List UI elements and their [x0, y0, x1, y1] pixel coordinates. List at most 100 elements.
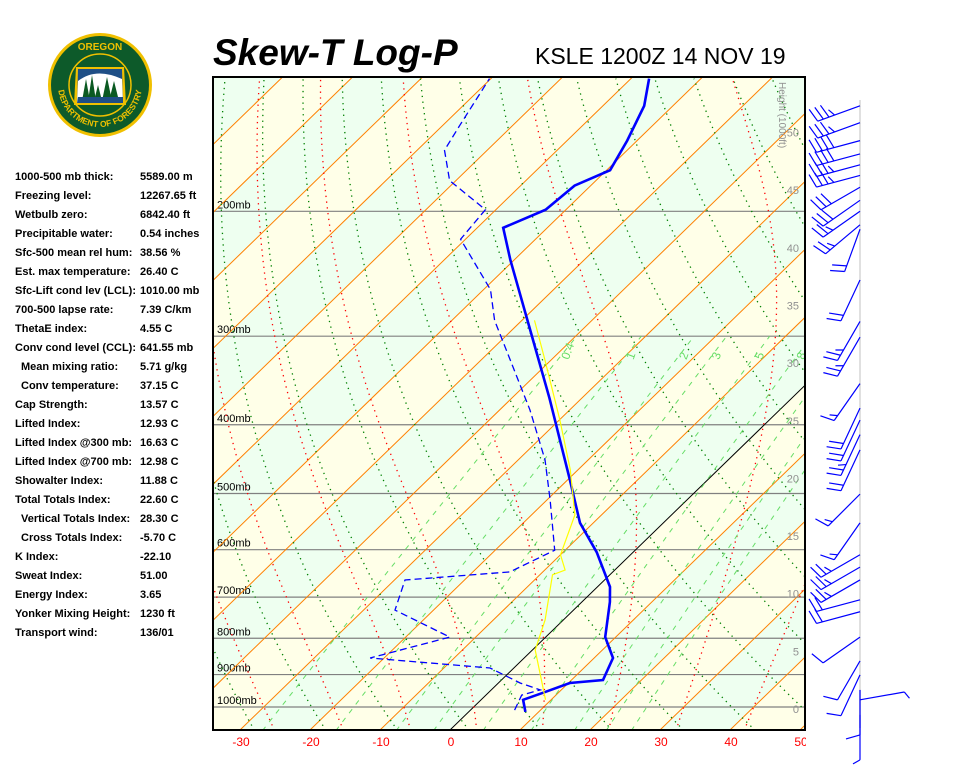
- stat-row: Conv cond level (CCL): 641.55 mb: [15, 339, 199, 358]
- stat-value: 37.15 C: [140, 380, 179, 392]
- stat-row: Cap Strength: 13.57 C: [15, 396, 199, 415]
- wind-barb-feather: [808, 109, 819, 122]
- wind-barb-feather: [819, 121, 830, 135]
- isotherm-line: [659, 588, 805, 730]
- background-band: [0, 67, 153, 731]
- isobar-label: 200mb: [217, 199, 251, 211]
- stat-row: Lifted Index: 12.93 C: [15, 415, 199, 434]
- height-tick-label: 5: [793, 646, 799, 658]
- stat-value: 1010.00 mb: [140, 285, 200, 297]
- mixing-ratio-line: [631, 468, 805, 730]
- wind-barb-shaft: [817, 122, 861, 139]
- wind-barb-feather: [827, 176, 835, 183]
- dry-adiabat-line: [889, 79, 960, 731]
- wind-barb: [815, 493, 861, 527]
- wind-barb-shaft: [859, 691, 905, 701]
- wind-barb-feather: [814, 107, 824, 120]
- wind-barb-feather: [830, 269, 845, 273]
- wind-barb-feather: [814, 609, 823, 623]
- wind-barb-feather: [808, 174, 818, 188]
- wind-barb: [811, 636, 861, 664]
- stat-value: 28.30 C: [140, 513, 179, 525]
- wind-barb-feather: [815, 576, 827, 588]
- stat-value: 4.55 C: [140, 323, 173, 335]
- wind-barb: [810, 186, 861, 211]
- isobar-label: 800mb: [217, 626, 251, 638]
- tick-label-mask: [806, 732, 826, 752]
- stat-row: Wetbulb zero: 6842.40 ft: [15, 206, 199, 225]
- wind-barb-feather: [808, 125, 819, 139]
- wind-barb-feather: [808, 610, 818, 624]
- stat-value: 7.39 C/km: [140, 304, 192, 316]
- mixing-ratio-line: [396, 335, 695, 730]
- mixing-ratio-label: 0.4: [558, 341, 577, 362]
- temperature-tick-label: 50: [794, 735, 808, 749]
- wind-barb-feather: [829, 553, 838, 556]
- wind-barb-feather: [814, 137, 823, 152]
- wind-barb-feather: [815, 196, 827, 208]
- wind-barb-feather: [816, 213, 829, 224]
- wind-barb-shaft: [840, 419, 861, 462]
- mixing-ratio-label: 1: [623, 350, 639, 361]
- stat-row: Sfc-Lift cond lev (LCL): 1010.00 mb: [15, 282, 199, 301]
- isotherm-line: [213, 77, 214, 78]
- wind-barb-feather: [826, 242, 835, 247]
- mixing-ratio-line: [482, 335, 771, 730]
- wind-barb-feather: [820, 136, 829, 150]
- wind-barb-feather: [829, 414, 838, 417]
- wind-barb-feather: [820, 149, 829, 163]
- wind-barb: [808, 148, 861, 167]
- height-tick-label: 10: [787, 589, 799, 601]
- wind-barb-feather: [814, 123, 824, 137]
- wind-barb-feather: [826, 487, 842, 492]
- wind-barb-feather: [826, 366, 841, 372]
- temperature-profile-line: [501, 78, 651, 713]
- wind-barb-feather: [837, 463, 847, 466]
- chart-title: Skew-T Log-P: [213, 32, 458, 73]
- wind-barb-feather: [826, 317, 842, 322]
- wind-barb-feather: [810, 199, 822, 211]
- stat-label: Yonker Mixing Height:: [15, 608, 131, 620]
- stat-label: Lifted Index:: [15, 418, 81, 430]
- mixing-ratio-label: 8: [793, 350, 809, 361]
- height-tick-label: 30: [787, 358, 799, 370]
- wind-barb-feather: [810, 566, 822, 578]
- wind-barb-feather: [826, 446, 842, 450]
- isotherm-line: [309, 248, 805, 730]
- wind-barb: [859, 691, 910, 701]
- stat-label: Lifted Index @700 mb:: [15, 456, 133, 468]
- wind-barb-feather: [808, 139, 818, 153]
- stat-row: Conv temperature: 37.15 C: [15, 377, 199, 396]
- isotherm-line: [213, 77, 704, 554]
- stat-value: -22.10: [140, 551, 172, 563]
- wind-barb-feather: [825, 134, 835, 148]
- stat-value: 22.60 C: [140, 494, 179, 506]
- stat-label: ThetaE index:: [15, 323, 88, 335]
- wind-barb-shaft: [833, 383, 861, 421]
- oregon-department-of-forestry-logo: OREGON DEPARTMENT OF FORESTRY: [48, 33, 152, 137]
- wind-barb: [808, 134, 861, 153]
- mixing-ratio-line: [433, 335, 728, 730]
- temperature-tick-label: -10: [372, 735, 390, 749]
- wind-barb-feather: [824, 519, 833, 523]
- stat-value: 51.00: [140, 570, 168, 582]
- stat-value: 12267.65 ft: [140, 190, 197, 202]
- dry-adiabat-line: [850, 79, 960, 731]
- isotherm-line: [589, 520, 805, 730]
- wind-barb: [808, 597, 861, 612]
- wind-barb: [823, 660, 861, 701]
- wind-barb: [808, 160, 861, 178]
- wind-barb-feather: [828, 126, 836, 133]
- dry-adiabat-line: [458, 78, 805, 712]
- wind-barb: [811, 199, 861, 227]
- stat-label: Transport wind:: [15, 627, 98, 639]
- wind-barb-feather: [811, 227, 824, 238]
- dry-adiabat-line: [811, 79, 960, 731]
- stat-label: Conv temperature:: [21, 380, 119, 392]
- wind-barb-shaft: [836, 321, 861, 361]
- wind-barb-feather: [829, 482, 844, 486]
- stat-value: 5589.00 m: [140, 171, 193, 183]
- wind-barb-shaft: [840, 449, 861, 491]
- wind-barb: [808, 609, 861, 624]
- wind-barb-feather: [813, 245, 826, 255]
